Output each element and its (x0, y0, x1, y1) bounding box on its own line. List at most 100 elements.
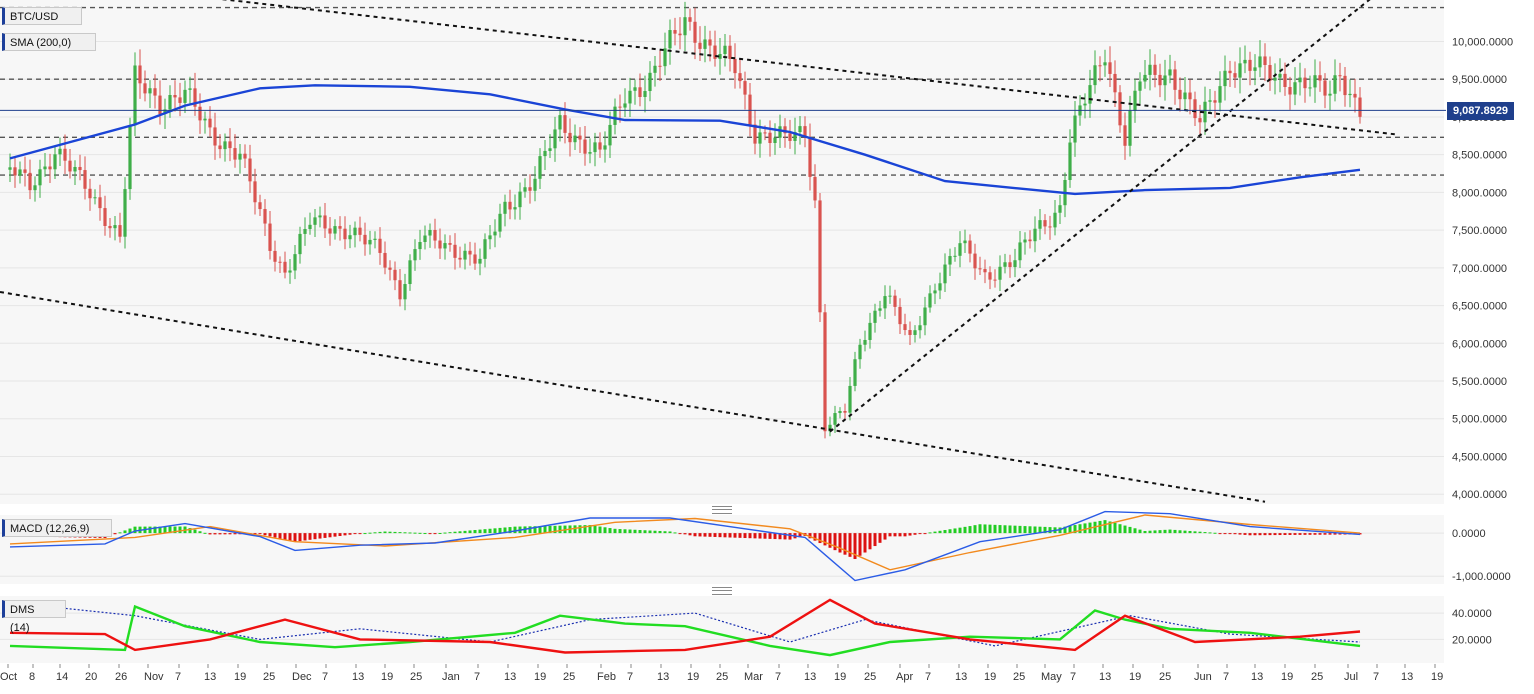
candle-body[interactable] (173, 95, 177, 98)
candle-body[interactable] (358, 227, 362, 235)
candle-body[interactable] (1283, 73, 1287, 87)
candle-body[interactable] (388, 267, 392, 270)
candle-body[interactable] (188, 88, 192, 90)
candle-body[interactable] (228, 141, 232, 149)
candle-body[interactable] (783, 126, 787, 134)
candle-body[interactable] (683, 17, 687, 36)
candle-body[interactable] (123, 189, 127, 237)
candle-body[interactable] (958, 243, 962, 256)
candle-body[interactable] (1233, 73, 1237, 78)
adx-line[interactable] (9, 602, 1361, 647)
candle-body[interactable] (1138, 81, 1142, 91)
candle-body[interactable] (1343, 75, 1347, 96)
candle-body[interactable] (923, 307, 927, 326)
candle-body[interactable] (203, 118, 207, 121)
candle-body[interactable] (308, 224, 312, 229)
candle-body[interactable] (1193, 99, 1197, 119)
candle-body[interactable] (1058, 205, 1062, 213)
candle-body[interactable] (1308, 87, 1312, 89)
candle-body[interactable] (268, 223, 272, 251)
sma-200-line[interactable] (9, 84, 1361, 196)
candle-body[interactable] (438, 240, 442, 249)
candle-body[interactable] (928, 293, 932, 308)
candle-body[interactable] (418, 242, 422, 250)
candle-body[interactable] (1088, 85, 1092, 104)
candle-body[interactable] (1018, 242, 1022, 261)
candle-body[interactable] (613, 106, 617, 125)
candle-body[interactable] (458, 257, 462, 260)
candle-body[interactable] (148, 88, 152, 94)
candle-body[interactable] (943, 264, 947, 284)
candle-body[interactable] (248, 158, 252, 182)
candle-body[interactable] (768, 132, 772, 143)
candle-body[interactable] (568, 132, 572, 143)
candle-body[interactable] (8, 167, 12, 170)
candle-body[interactable] (468, 250, 472, 255)
candle-body[interactable] (598, 142, 602, 150)
candle-body[interactable] (98, 197, 102, 209)
candle-body[interactable] (1208, 100, 1212, 102)
candle-body[interactable] (833, 413, 837, 425)
candle-body[interactable] (448, 243, 452, 245)
candle-body[interactable] (223, 141, 227, 150)
candle-body[interactable] (1033, 228, 1037, 242)
symbol-legend[interactable]: BTC/USD (2, 7, 82, 25)
candle-body[interactable] (543, 150, 547, 157)
candle-body[interactable] (1048, 226, 1052, 228)
candle-body[interactable] (1263, 56, 1267, 66)
candle-body[interactable] (908, 330, 912, 335)
candle-body[interactable] (823, 312, 827, 432)
candle-body[interactable] (553, 129, 557, 149)
candle-body[interactable] (1238, 63, 1242, 78)
candle-body[interactable] (423, 235, 427, 243)
candle-body[interactable] (493, 231, 497, 236)
candle-body[interactable] (583, 139, 587, 154)
candle-body[interactable] (813, 176, 817, 201)
macd-line[interactable] (9, 510, 1361, 582)
candle-body[interactable] (693, 21, 697, 43)
candle-body[interactable] (473, 254, 477, 264)
candle-body[interactable] (53, 154, 57, 170)
candle-body[interactable] (703, 39, 707, 49)
candle-body[interactable] (78, 166, 82, 171)
candle-body[interactable] (1128, 110, 1132, 146)
di-plus-line[interactable] (9, 604, 1361, 657)
candle-body[interactable] (838, 411, 842, 414)
candle-body[interactable] (1158, 74, 1162, 86)
candle-body[interactable] (1213, 100, 1217, 103)
candle-body[interactable] (1038, 220, 1042, 229)
candle-body[interactable] (903, 324, 907, 331)
candle-body[interactable] (708, 39, 712, 46)
candle-body[interactable] (528, 187, 532, 191)
candle-body[interactable] (378, 238, 382, 253)
candle-body[interactable] (1318, 75, 1322, 81)
candle-body[interactable] (588, 152, 592, 154)
candle-body[interactable] (168, 95, 172, 110)
candle-body[interactable] (663, 48, 667, 67)
candle-body[interactable] (733, 58, 737, 74)
candle-body[interactable] (1148, 64, 1152, 75)
candle-body[interactable] (688, 17, 692, 22)
candle-body[interactable] (573, 135, 577, 143)
candle-body[interactable] (1273, 77, 1277, 81)
candle-body[interactable] (1133, 90, 1137, 111)
candle-body[interactable] (758, 132, 762, 144)
candle-body[interactable] (323, 215, 327, 229)
candle-body[interactable] (1293, 82, 1297, 95)
candle-body[interactable] (1228, 70, 1232, 74)
candle-body[interactable] (1218, 86, 1222, 103)
candle-body[interactable] (1013, 260, 1017, 268)
pane-resize-handle-macd[interactable] (712, 506, 732, 514)
candle-body[interactable] (983, 269, 987, 273)
candle-body[interactable] (383, 252, 387, 268)
candle-body[interactable] (353, 227, 357, 236)
candle-body[interactable] (973, 253, 977, 269)
candle-body[interactable] (293, 254, 297, 271)
candle-body[interactable] (1313, 75, 1317, 88)
candle-body[interactable] (73, 166, 77, 172)
candle-body[interactable] (873, 310, 877, 323)
candle-body[interactable] (1243, 59, 1247, 64)
candle-body[interactable] (738, 73, 742, 82)
trendline[interactable] (0, 0, 1396, 136)
candle-body[interactable] (1333, 75, 1337, 94)
